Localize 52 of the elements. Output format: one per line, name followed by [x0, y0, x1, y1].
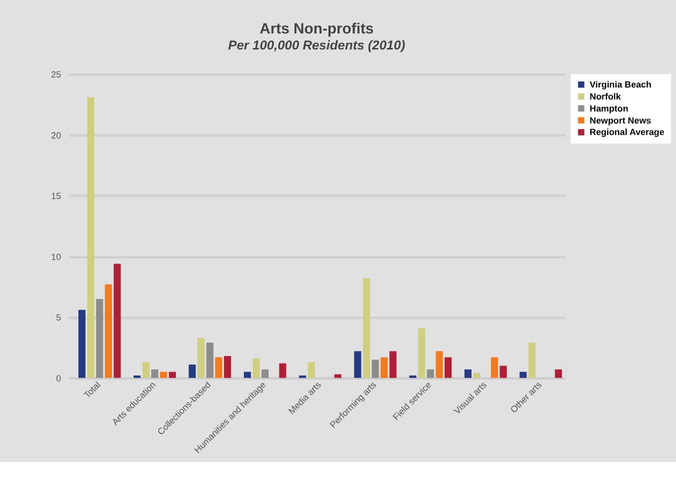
bar	[464, 369, 472, 378]
bar	[389, 351, 397, 378]
bar	[96, 298, 104, 378]
y-tick-label: 20	[51, 130, 62, 140]
bar	[262, 369, 269, 378]
legend-label: Virginia Beach	[590, 80, 652, 90]
bar	[380, 357, 388, 378]
y-tick-label: 25	[51, 70, 62, 80]
legend-label: Newport News	[590, 115, 652, 126]
bar	[252, 358, 260, 378]
legend-label: Norfolk	[590, 91, 621, 102]
bar	[409, 375, 416, 378]
bar	[500, 366, 507, 378]
y-tick-label: 15	[51, 191, 62, 202]
bar	[104, 284, 112, 378]
legend-label: Hampton	[590, 103, 628, 114]
y-tick-label: 10	[51, 252, 62, 262]
bar	[188, 364, 196, 378]
bar	[473, 373, 480, 378]
bar	[308, 362, 315, 378]
bar	[215, 357, 222, 378]
bar	[444, 357, 452, 378]
bar	[78, 310, 86, 378]
y-tick-label: 0	[56, 373, 62, 384]
bar	[299, 375, 306, 378]
chart-title: Arts Non-profits	[260, 21, 374, 38]
bar	[362, 278, 370, 378]
bar	[114, 264, 121, 378]
bar	[418, 328, 426, 378]
bar	[224, 356, 232, 378]
bar	[198, 338, 205, 378]
bar	[354, 351, 362, 378]
bar	[244, 372, 251, 378]
legend-label: Regional Average	[590, 127, 664, 138]
bar	[160, 372, 168, 378]
bar	[520, 372, 527, 378]
bar	[528, 342, 536, 378]
bar	[490, 357, 498, 378]
bar	[554, 369, 562, 378]
bar	[334, 374, 342, 378]
chart-subtitle: Per 100,000 Residents (2010)	[228, 37, 406, 52]
bar	[134, 375, 141, 378]
bar	[87, 97, 94, 378]
bar	[142, 362, 150, 378]
bar	[426, 369, 434, 378]
bar	[151, 369, 158, 378]
bar	[168, 372, 176, 378]
bar	[436, 351, 443, 378]
bar	[372, 360, 379, 378]
y-tick-label: 5	[56, 312, 62, 323]
bar	[279, 363, 286, 378]
bar	[206, 342, 214, 378]
